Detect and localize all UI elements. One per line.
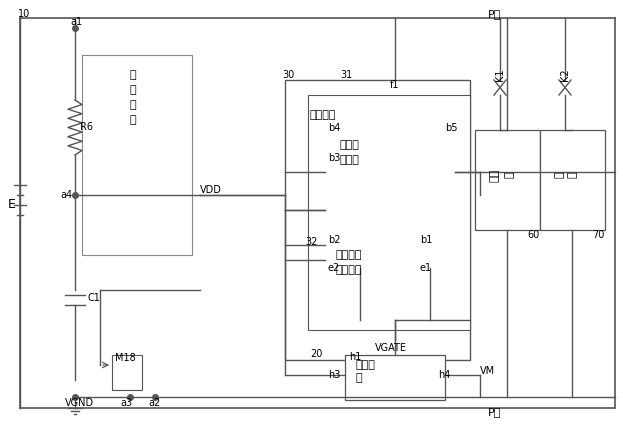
Text: 器: 器: [505, 172, 515, 178]
Text: 反接保: 反接保: [340, 140, 360, 150]
Text: P＋: P＋: [488, 9, 502, 19]
Text: b3: b3: [328, 153, 340, 163]
Text: b4: b4: [328, 123, 340, 133]
Text: E: E: [8, 199, 16, 211]
Text: b5: b5: [445, 123, 457, 133]
Text: 控制电路: 控制电路: [310, 110, 336, 120]
Text: 30: 30: [282, 70, 294, 80]
Text: b1: b1: [420, 235, 432, 245]
Text: 放: 放: [130, 70, 136, 80]
Text: VDD: VDD: [200, 185, 222, 195]
Text: P－: P－: [488, 407, 502, 417]
Text: e1: e1: [420, 263, 432, 273]
Text: VGND: VGND: [65, 398, 94, 408]
Bar: [475, 130, 540, 230]
Bar: [325, 130, 455, 215]
Text: 控制信号: 控制信号: [335, 250, 361, 260]
Text: 电: 电: [130, 100, 136, 110]
Text: 31: 31: [340, 70, 352, 80]
Text: h3: h3: [328, 370, 340, 380]
Text: K2: K2: [560, 69, 570, 81]
Text: b2: b2: [328, 235, 341, 245]
Text: a2: a2: [148, 398, 160, 408]
Text: h4: h4: [438, 370, 450, 380]
Text: VGATE: VGATE: [375, 343, 407, 353]
Bar: [345, 355, 445, 400]
Bar: [112, 355, 142, 390]
Text: C1: C1: [88, 293, 101, 303]
Text: h1: h1: [349, 352, 361, 362]
Bar: [540, 130, 605, 230]
Text: e2: e2: [328, 263, 340, 273]
Text: a1: a1: [70, 17, 82, 27]
Text: 充电: 充电: [490, 168, 500, 181]
Text: R6: R6: [80, 122, 93, 132]
Text: 负: 负: [555, 172, 565, 178]
Text: 32: 32: [305, 237, 317, 247]
Text: a3: a3: [120, 398, 132, 408]
Bar: [285, 80, 470, 360]
Text: 60: 60: [527, 230, 540, 240]
Text: 电: 电: [130, 85, 136, 95]
Text: 10: 10: [18, 9, 31, 19]
Text: VM: VM: [480, 366, 495, 376]
Text: f1: f1: [390, 80, 399, 90]
Bar: [308, 95, 470, 330]
Text: 护单元: 护单元: [340, 155, 360, 165]
Bar: [325, 240, 455, 320]
Text: a4: a4: [60, 190, 72, 200]
Text: 载: 载: [568, 172, 578, 178]
Text: M18: M18: [115, 353, 136, 363]
Text: 70: 70: [592, 230, 604, 240]
Text: 20: 20: [310, 349, 322, 359]
Text: 产生单元: 产生单元: [335, 265, 361, 275]
Text: 路: 路: [130, 115, 136, 125]
Bar: [82, 55, 192, 255]
Text: K1: K1: [495, 69, 505, 81]
Text: 开关电: 开关电: [355, 360, 375, 370]
Text: 路: 路: [355, 373, 361, 383]
